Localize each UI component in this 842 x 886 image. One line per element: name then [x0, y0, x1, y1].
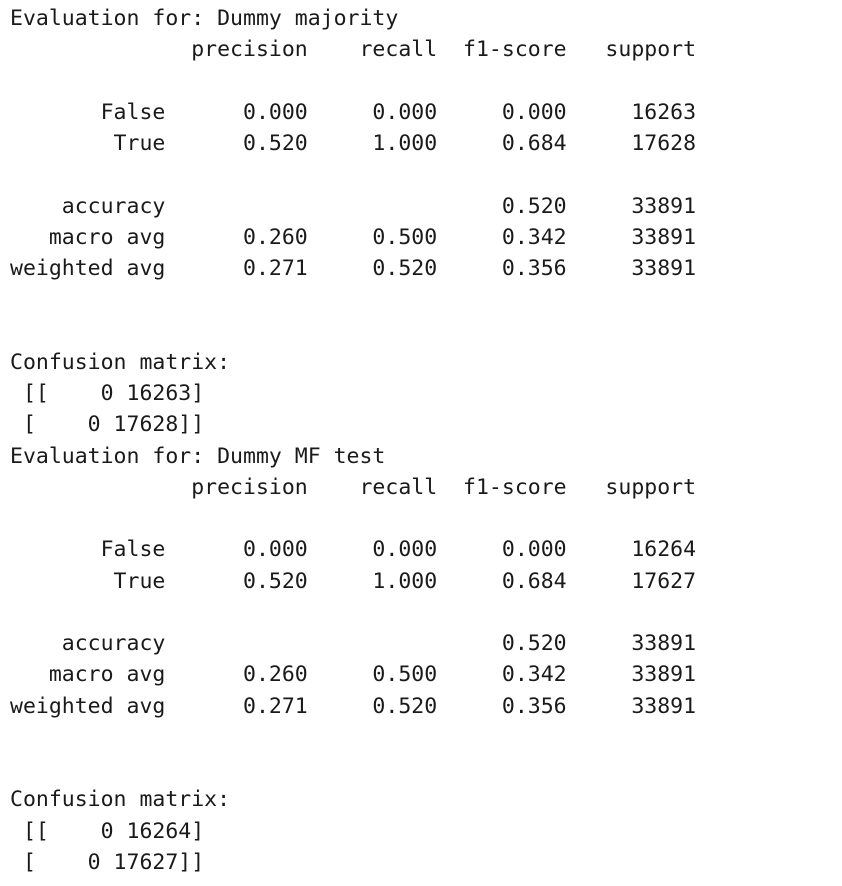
output-line: [ 0 17628]] — [10, 412, 205, 438]
output-line: Confusion matrix: — [10, 349, 231, 375]
output-line: weighted avg 0.271 0.520 0.356 33891 — [10, 256, 697, 281]
output-line — [10, 597, 696, 628]
output-line — [10, 722, 696, 753]
output-line — [10, 753, 696, 784]
output-line — [10, 316, 696, 347]
output-line — [10, 66, 696, 97]
output-line — [10, 284, 696, 315]
output-line: accuracy 0.520 33891 — [10, 631, 697, 656]
output-line: precision recall f1-score support — [10, 37, 697, 63]
output-line: [ 0 17627]] — [10, 849, 205, 875]
output-line: False 0.000 0.000 0.000 16263 — [10, 99, 697, 125]
output-line: True 0.520 1.000 0.684 17627 — [10, 568, 697, 594]
output-line: precision recall f1-score support — [10, 474, 697, 500]
output-line: [[ 0 16263] — [10, 381, 205, 406]
output-line: [[ 0 16264] — [10, 818, 205, 844]
output-line — [10, 159, 696, 190]
output-line: weighted avg 0.271 0.520 0.356 33891 — [10, 693, 697, 719]
console-output: Evaluation for: Dummy majority precision… — [10, 3, 696, 878]
output-line: Evaluation for: Dummy MF test — [10, 443, 386, 469]
output-line: accuracy 0.520 33891 — [10, 193, 697, 219]
output-line: False 0.000 0.000 0.000 16264 — [10, 537, 697, 563]
output-line — [10, 503, 696, 534]
output-line: Confusion matrix: — [10, 787, 231, 813]
output-line: macro avg 0.260 0.500 0.342 33891 — [10, 224, 697, 250]
output-line: Evaluation for: Dummy majority — [10, 6, 399, 31]
output-line: True 0.520 1.000 0.684 17628 — [10, 131, 697, 156]
output-line: macro avg 0.260 0.500 0.342 33891 — [10, 662, 697, 688]
